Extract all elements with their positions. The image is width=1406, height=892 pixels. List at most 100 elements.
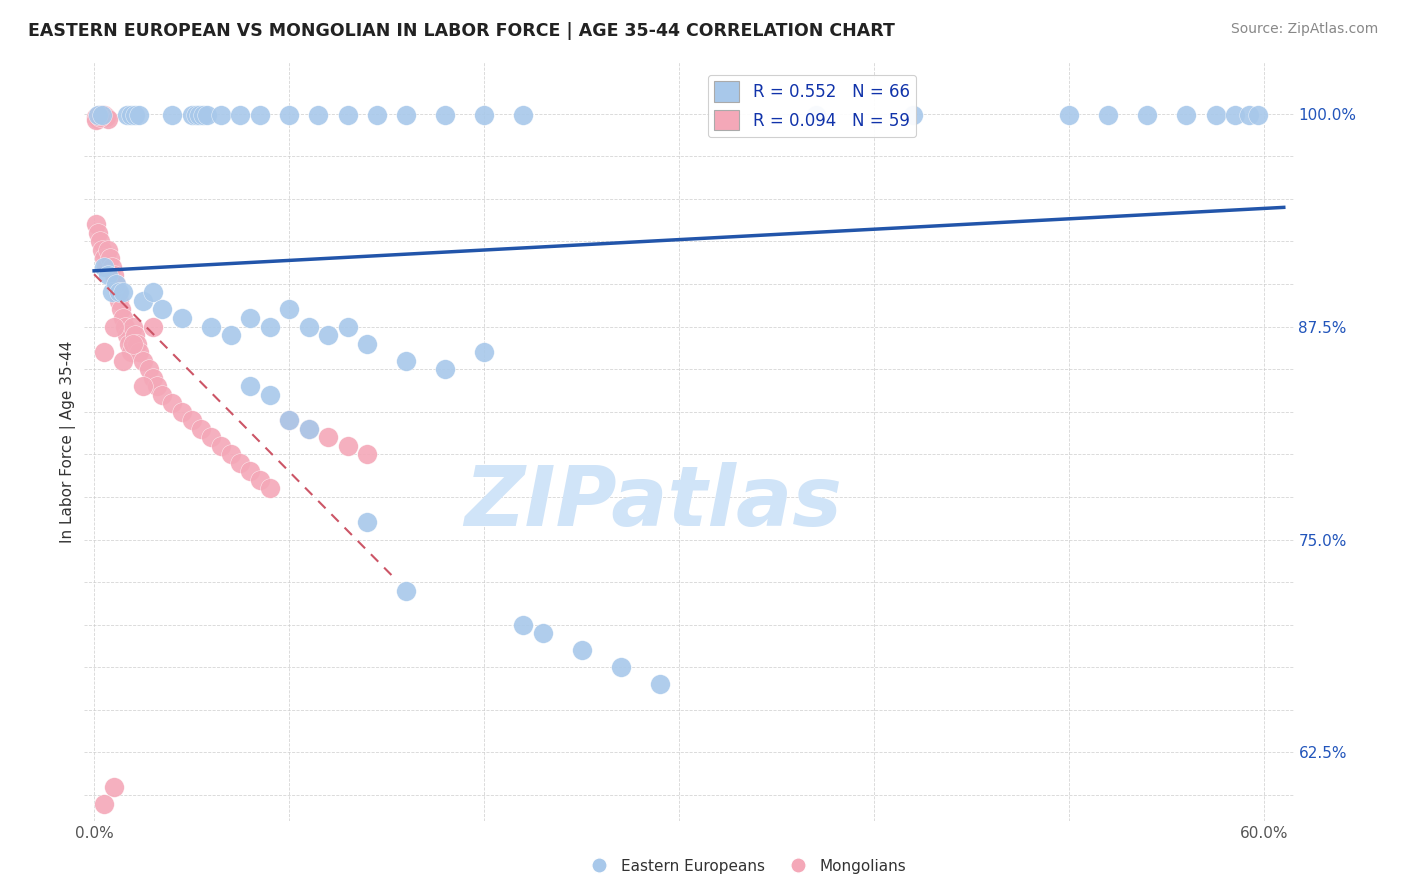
Point	[609, 660, 631, 674]
Point	[336, 319, 359, 334]
Point	[89, 110, 111, 124]
Point	[336, 108, 359, 122]
Point	[110, 302, 132, 317]
Point	[122, 336, 145, 351]
Point	[93, 345, 115, 359]
Point	[170, 311, 193, 326]
Point	[278, 413, 301, 427]
Point	[531, 626, 554, 640]
Point	[89, 235, 111, 249]
Point	[249, 473, 271, 487]
Point	[104, 277, 127, 291]
Point	[108, 285, 131, 300]
Point	[94, 260, 117, 274]
Point	[87, 112, 110, 126]
Point	[200, 319, 222, 334]
Point	[132, 293, 155, 308]
Point	[472, 345, 495, 359]
Point	[160, 108, 183, 122]
Point	[298, 422, 321, 436]
Point	[117, 328, 139, 343]
Point	[395, 108, 418, 122]
Point	[97, 112, 120, 126]
Point	[209, 439, 232, 453]
Point	[107, 285, 129, 300]
Point	[278, 108, 301, 122]
Point	[117, 108, 139, 122]
Point	[97, 268, 120, 283]
Point	[1205, 108, 1227, 122]
Point	[239, 464, 262, 478]
Point	[142, 319, 165, 334]
Point	[150, 302, 173, 317]
Point	[298, 319, 321, 334]
Text: EASTERN EUROPEAN VS MONGOLIAN IN LABOR FORCE | AGE 35-44 CORRELATION CHART: EASTERN EUROPEAN VS MONGOLIAN IN LABOR F…	[28, 22, 896, 40]
Point	[336, 439, 359, 453]
Point	[307, 108, 329, 122]
Point	[209, 108, 232, 122]
Point	[93, 108, 115, 122]
Point	[84, 217, 107, 231]
Point	[512, 108, 534, 122]
Point	[124, 328, 146, 343]
Point	[150, 387, 173, 401]
Point	[180, 413, 202, 427]
Point	[259, 319, 281, 334]
Point	[142, 370, 165, 384]
Point	[903, 108, 925, 122]
Point	[90, 243, 112, 257]
Text: ZIPatlas: ZIPatlas	[464, 462, 842, 542]
Point	[84, 113, 107, 128]
Point	[108, 293, 131, 308]
Point	[366, 108, 388, 122]
Point	[104, 277, 127, 291]
Point	[145, 379, 167, 393]
Point	[395, 353, 418, 368]
Point	[114, 319, 136, 334]
Point	[356, 336, 378, 351]
Point	[239, 379, 262, 393]
Point	[472, 108, 495, 122]
Y-axis label: In Labor Force | Age 35-44: In Labor Force | Age 35-44	[60, 341, 76, 542]
Point	[1136, 108, 1159, 122]
Point	[356, 516, 378, 530]
Point	[103, 780, 125, 794]
Point	[84, 110, 107, 124]
Point	[120, 108, 142, 122]
Point	[87, 226, 110, 240]
Point	[1175, 108, 1198, 122]
Point	[1097, 108, 1119, 122]
Point	[804, 108, 827, 122]
Point	[229, 108, 252, 122]
Point	[170, 405, 193, 419]
Point	[112, 285, 135, 300]
Point	[103, 268, 125, 283]
Point	[132, 353, 155, 368]
Point	[571, 643, 593, 657]
Point	[239, 311, 262, 326]
Point	[124, 108, 146, 122]
Point	[259, 482, 281, 496]
Point	[1057, 108, 1080, 122]
Point	[219, 328, 242, 343]
Point	[298, 422, 321, 436]
Text: Source: ZipAtlas.com: Source: ZipAtlas.com	[1230, 22, 1378, 37]
Point	[395, 583, 418, 598]
Point	[434, 108, 457, 122]
Point	[278, 302, 301, 317]
Point	[128, 345, 150, 359]
Point	[93, 252, 115, 266]
Point	[103, 319, 125, 334]
Point	[160, 396, 183, 410]
Point	[434, 362, 457, 376]
Point	[190, 422, 212, 436]
Point	[1247, 108, 1270, 122]
Point	[195, 108, 218, 122]
Point	[249, 108, 271, 122]
Point	[278, 413, 301, 427]
Point	[112, 311, 135, 326]
Point	[97, 243, 120, 257]
Point	[100, 285, 122, 300]
Point	[138, 362, 160, 376]
Point	[128, 108, 150, 122]
